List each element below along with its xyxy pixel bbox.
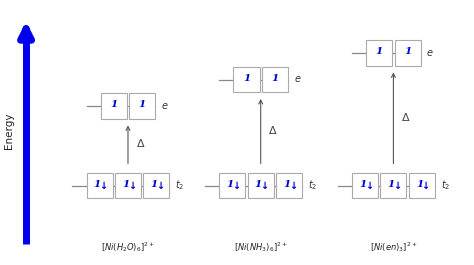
Text: 1: 1 — [243, 74, 250, 83]
Text: 1: 1 — [138, 100, 146, 109]
Bar — [262, 67, 288, 92]
Text: $e$: $e$ — [161, 101, 168, 111]
Bar — [380, 173, 407, 198]
Text: ↓: ↓ — [232, 181, 240, 191]
Text: $e$: $e$ — [294, 74, 301, 85]
Bar — [394, 40, 421, 65]
Text: Δ: Δ — [269, 126, 277, 136]
Text: ↓: ↓ — [99, 181, 108, 191]
Text: ↓: ↓ — [393, 181, 401, 191]
Bar — [129, 94, 155, 119]
Bar — [276, 173, 302, 198]
Text: 1: 1 — [271, 74, 279, 83]
Text: 1: 1 — [404, 47, 411, 56]
Bar — [115, 173, 141, 198]
Bar — [143, 173, 169, 198]
Text: ↓: ↓ — [421, 181, 430, 191]
Text: 1: 1 — [110, 100, 118, 109]
Text: Energy: Energy — [4, 113, 15, 149]
Text: $[Ni(H_2O)_6]^{2+}$: $[Ni(H_2O)_6]^{2+}$ — [101, 241, 155, 254]
Text: Δ: Δ — [402, 113, 410, 123]
Bar — [219, 173, 246, 198]
Bar — [233, 67, 259, 92]
Text: 1: 1 — [255, 180, 262, 189]
Text: 1: 1 — [150, 180, 158, 189]
Text: $t_2$: $t_2$ — [175, 179, 184, 192]
Text: Δ: Δ — [137, 139, 144, 149]
Text: ↓: ↓ — [156, 181, 164, 191]
Text: $t_2$: $t_2$ — [308, 179, 317, 192]
Text: 1: 1 — [226, 180, 234, 189]
Bar — [86, 173, 112, 198]
Text: 1: 1 — [387, 180, 395, 189]
Text: 1: 1 — [375, 47, 383, 56]
Bar — [352, 173, 378, 198]
Text: 1: 1 — [93, 180, 101, 189]
Text: 1: 1 — [416, 180, 423, 189]
Text: ↓: ↓ — [128, 181, 136, 191]
Text: $t_2$: $t_2$ — [440, 179, 450, 192]
Bar — [409, 173, 435, 198]
Text: 1: 1 — [283, 180, 291, 189]
Bar — [100, 94, 127, 119]
Text: $[Ni(NH_3)_6]^{2+}$: $[Ni(NH_3)_6]^{2+}$ — [234, 241, 288, 254]
Text: ↓: ↓ — [289, 181, 297, 191]
Text: 1: 1 — [359, 180, 366, 189]
Bar — [366, 40, 392, 65]
Text: ↓: ↓ — [365, 181, 373, 191]
Bar — [247, 173, 274, 198]
Text: ↓: ↓ — [260, 181, 269, 191]
Text: 1: 1 — [122, 180, 129, 189]
Text: $[Ni(en)_3]^{2+}$: $[Ni(en)_3]^{2+}$ — [370, 241, 417, 254]
Text: $e$: $e$ — [427, 48, 434, 58]
